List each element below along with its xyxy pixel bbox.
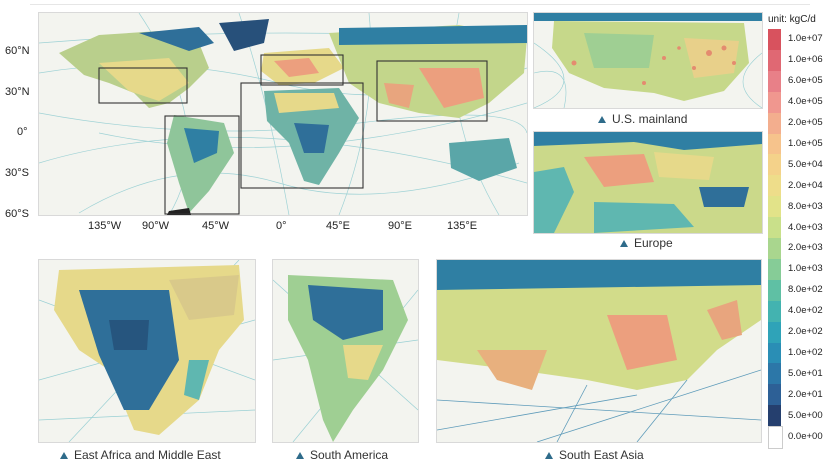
legend-label: 2.0e+04 xyxy=(788,179,823,191)
legend-title: unit: kgC/d xyxy=(768,14,816,25)
legend-swatch xyxy=(768,49,781,72)
legend-label: 4.0e+02 xyxy=(788,305,823,317)
legend-swatch xyxy=(768,405,781,427)
legend-swatch xyxy=(768,238,781,260)
lat-label-60n: 60°N xyxy=(5,45,30,57)
lat-label-30s: 30°S xyxy=(5,167,29,179)
legend-swatch xyxy=(768,279,781,302)
legend-label: 0.0e+00 xyxy=(788,430,823,442)
legend-label: 5.0e+01 xyxy=(788,367,823,379)
east-africa-caption: East Africa and Middle East xyxy=(60,448,221,462)
lat-label-0: 0° xyxy=(17,126,28,138)
top-divider xyxy=(30,4,810,5)
triangle-marker-icon xyxy=(620,239,628,247)
triangle-marker-icon xyxy=(296,451,304,459)
east-africa-inset xyxy=(38,259,256,443)
legend-label: 1.0e+02 xyxy=(788,346,823,358)
lat-label-30n: 30°N xyxy=(5,86,30,98)
legend-swatch xyxy=(768,154,781,176)
legend-label: 1.0e+07 xyxy=(788,33,823,45)
legend-swatch xyxy=(768,363,781,385)
legend-swatch xyxy=(768,300,781,323)
triangle-marker-icon xyxy=(545,451,553,459)
lon-label-45e: 45°E xyxy=(326,220,350,232)
us-mainland-caption: U.S. mainland xyxy=(598,112,687,126)
europe-map xyxy=(534,132,762,233)
lon-label-90e: 90°E xyxy=(388,220,412,232)
legend-swatch xyxy=(768,426,783,450)
legend-label: 8.0e+02 xyxy=(788,284,823,296)
east-africa-caption-text: East Africa and Middle East xyxy=(74,448,221,462)
lat-label-60s: 60°S xyxy=(5,208,29,220)
legend-swatch xyxy=(768,91,781,114)
south-east-asia-caption-text: South East Asia xyxy=(559,448,644,462)
us-mainland-inset xyxy=(533,12,763,109)
triangle-marker-icon xyxy=(60,451,68,459)
legend-label: 8.0e+03 xyxy=(788,200,823,212)
lon-label-135e: 135°E xyxy=(447,220,478,232)
legend-swatch xyxy=(768,133,781,155)
legend-label: 1.0e+06 xyxy=(788,54,823,66)
legend-label: 1.0e+03 xyxy=(788,263,823,275)
south-america-inset xyxy=(272,259,419,443)
us-mainland-map xyxy=(534,13,762,108)
legend-label: 2.0e+01 xyxy=(788,388,823,400)
legend-label: 1.0e+05 xyxy=(788,137,823,149)
europe-inset xyxy=(533,131,763,234)
legend-swatch xyxy=(768,196,781,218)
legend-label: 2.0e+05 xyxy=(788,117,823,129)
south-america-caption-text: South America xyxy=(310,448,389,462)
triangle-marker-icon xyxy=(598,115,606,123)
legend-swatch xyxy=(768,384,781,406)
us-mainland-caption-text: U.S. mainland xyxy=(612,112,688,126)
south-america-map xyxy=(273,275,418,442)
legend-label: 5.0e+04 xyxy=(788,158,823,170)
lon-label-45w: 45°W xyxy=(202,220,230,232)
europe-caption: Europe xyxy=(620,236,673,250)
south-america-caption: South America xyxy=(296,448,388,462)
legend-label: 2.0e+03 xyxy=(788,242,823,254)
legend-label: 2.0e+02 xyxy=(788,326,823,338)
lon-label-90w: 90°W xyxy=(142,220,170,232)
legend-swatch xyxy=(768,112,781,134)
legend-label: 4.0e+05 xyxy=(788,96,823,108)
legend-swatch xyxy=(768,29,781,51)
world-map-panel xyxy=(38,12,528,216)
legend-swatch xyxy=(768,217,781,239)
east-africa-map xyxy=(39,260,255,442)
south-east-asia-inset xyxy=(436,259,762,443)
legend-swatch xyxy=(768,321,781,343)
lon-label-135w: 135°W xyxy=(88,220,122,232)
legend-swatch xyxy=(768,175,781,197)
legend-label: 6.0e+05 xyxy=(788,75,823,87)
legend-label: 4.0e+03 xyxy=(788,221,823,233)
legend-swatch xyxy=(768,258,781,281)
legend-swatch xyxy=(768,70,781,93)
legend-label: 5.0e+00 xyxy=(788,409,823,421)
south-east-asia-map xyxy=(437,260,761,442)
legend-swatch xyxy=(768,342,781,364)
lon-label-0: 0° xyxy=(276,220,287,232)
south-east-asia-caption: South East Asia xyxy=(545,448,644,462)
world-map-graphic xyxy=(39,13,527,215)
europe-caption-text: Europe xyxy=(634,236,673,250)
